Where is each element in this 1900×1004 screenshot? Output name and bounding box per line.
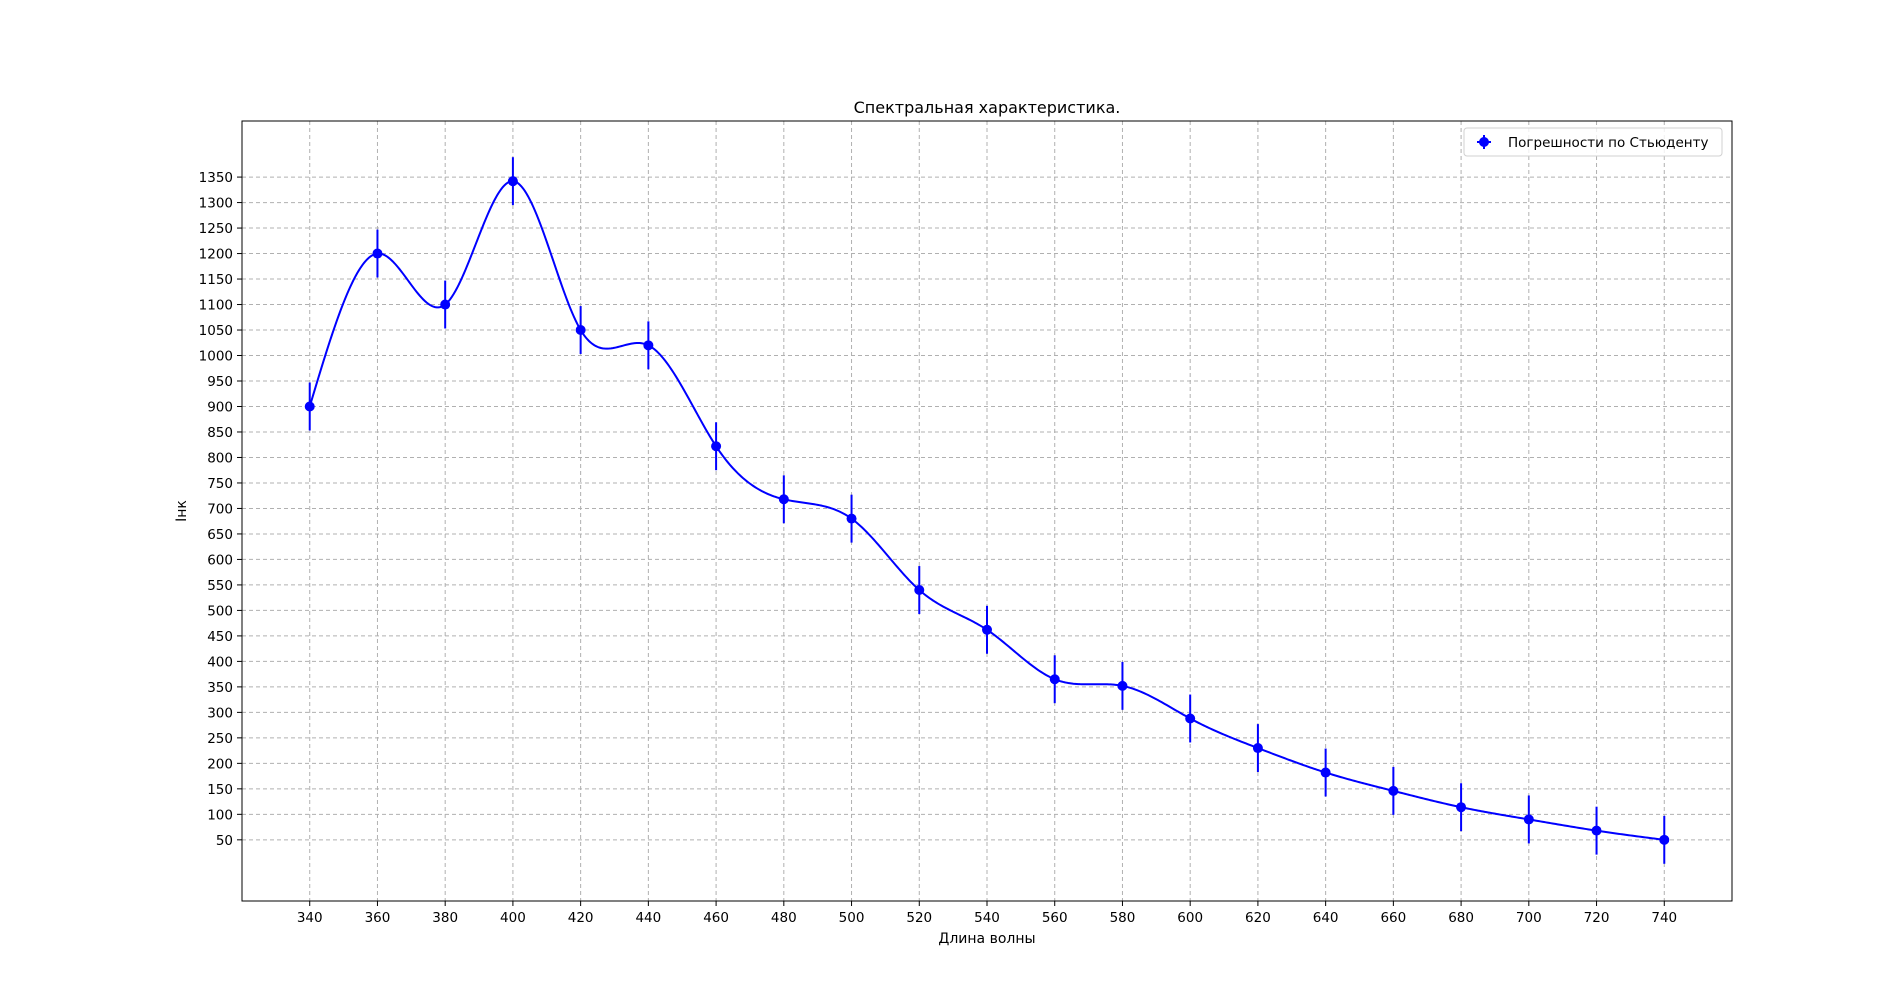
chart-title: Спектральная характеристика. xyxy=(854,98,1121,117)
y-tick-label: 1000 xyxy=(199,349,233,365)
y-axis-ticks: 50 100 150 200 250 300 350 400 450 500 550 600 650 70… xyxy=(199,170,242,849)
x-tick-label: 600 xyxy=(1177,910,1203,926)
x-tick-label: 660 xyxy=(1380,910,1406,926)
data-point xyxy=(914,585,925,596)
x-axis-label: Длина волны xyxy=(938,931,1035,947)
x-tick-label: 440 xyxy=(635,910,661,926)
x-tick-label: 480 xyxy=(771,910,797,926)
data-point xyxy=(440,299,451,310)
data-point xyxy=(1523,814,1534,825)
y-tick-label: 950 xyxy=(207,374,233,390)
x-tick-label: 360 xyxy=(365,910,391,926)
legend-marker xyxy=(1477,135,1491,149)
data-point xyxy=(1388,785,1399,796)
y-tick-label: 1350 xyxy=(199,170,233,186)
y-tick-label: 1050 xyxy=(199,323,233,339)
y-tick-label: 650 xyxy=(207,527,233,543)
x-tick-label: 620 xyxy=(1245,910,1271,926)
axes-frame xyxy=(241,120,1733,902)
y-tick-label: 400 xyxy=(207,654,233,670)
x-tick-label: 560 xyxy=(1042,910,1068,926)
data-point xyxy=(372,248,383,259)
y-tick-label: 1100 xyxy=(199,298,233,314)
y-tick-label: 150 xyxy=(207,782,233,798)
x-tick-label: 540 xyxy=(974,910,1000,926)
x-tick-label: 520 xyxy=(906,910,932,926)
y-tick-label: 1300 xyxy=(199,196,233,212)
data-point xyxy=(982,624,992,635)
data-point xyxy=(643,340,654,351)
y-tick-label: 900 xyxy=(207,399,233,415)
x-tick-label: 740 xyxy=(1651,910,1677,926)
y-tick-label: 1150 xyxy=(199,272,233,288)
data-point xyxy=(1117,680,1128,691)
y-tick-label: 1200 xyxy=(199,247,233,263)
data-point xyxy=(1049,674,1060,685)
y-tick-label: 500 xyxy=(207,603,233,619)
grid xyxy=(242,121,1732,901)
y-tick-label: 700 xyxy=(207,501,233,517)
data-points xyxy=(304,176,1670,845)
data-point xyxy=(1591,825,1602,836)
x-tick-label: 640 xyxy=(1313,910,1339,926)
data-point xyxy=(846,513,857,524)
y-tick-label: 200 xyxy=(207,756,233,772)
y-tick-label: 1250 xyxy=(199,221,233,237)
x-tick-label: 400 xyxy=(500,910,526,926)
data-point xyxy=(575,325,586,336)
y-tick-label: 750 xyxy=(207,476,233,492)
y-tick-label: 50 xyxy=(216,833,233,849)
x-tick-label: 580 xyxy=(1110,910,1136,926)
x-tick-label: 700 xyxy=(1516,910,1542,926)
data-point xyxy=(507,176,518,187)
y-tick-label: 450 xyxy=(207,629,233,645)
y-tick-label: 600 xyxy=(207,552,233,568)
data-point xyxy=(1659,834,1670,845)
y-tick-label: 800 xyxy=(207,450,233,466)
legend-box xyxy=(1463,127,1723,157)
x-tick-label: 460 xyxy=(703,910,729,926)
y-tick-label: 350 xyxy=(207,680,233,696)
data-point xyxy=(1320,767,1331,778)
y-tick-label: 250 xyxy=(207,731,233,747)
y-tick-label: 850 xyxy=(207,425,233,441)
x-tick-label: 340 xyxy=(297,910,323,926)
y-tick-label: 100 xyxy=(207,807,233,823)
y-tick-label: 550 xyxy=(207,578,233,594)
data-point xyxy=(1456,802,1467,813)
x-axis-ticks: 340 360 380 400 420 440 460 480 500 520 540 560 580 6… xyxy=(297,901,1677,926)
data-point xyxy=(1252,743,1263,754)
series-line xyxy=(308,180,1665,841)
legend-label: Погрешности по Стьюденту xyxy=(1508,135,1708,151)
x-tick-label: 500 xyxy=(839,910,865,926)
y-axis-label: Iнк xyxy=(174,500,190,522)
legend-point xyxy=(1479,137,1489,147)
x-tick-label: 420 xyxy=(568,910,594,926)
data-point xyxy=(304,401,315,412)
data-point xyxy=(711,441,722,452)
x-tick-label: 680 xyxy=(1448,910,1474,926)
data-point xyxy=(1185,713,1196,724)
data-point xyxy=(778,494,789,505)
curve-layer xyxy=(308,180,1665,841)
x-tick-label: 720 xyxy=(1584,910,1610,926)
legend: Погрешности по Стьюденту xyxy=(1463,127,1723,157)
y-tick-label: 300 xyxy=(207,705,233,721)
x-tick-label: 380 xyxy=(432,910,458,926)
